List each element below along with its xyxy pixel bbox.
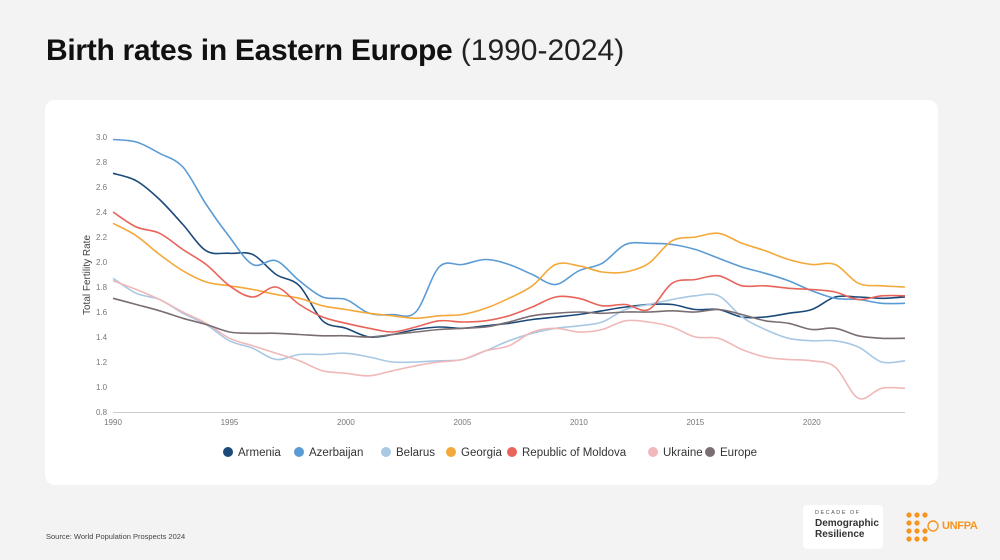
series-line-ukraine bbox=[112, 280, 906, 400]
title-main: Birth rates in Eastern Europe bbox=[46, 34, 453, 67]
line-chart: 0.8 1.0 1.2 1.4 1.6 1.8 2.0 2.2 2.4 2.6 2.8 3.0 199… bbox=[82, 133, 906, 459]
title-sub: (1990-2024) bbox=[460, 34, 625, 67]
legend-label: Belarus bbox=[396, 447, 435, 459]
y-tick-label: 2.2 bbox=[96, 233, 108, 242]
series-line-europe bbox=[112, 297, 906, 340]
series-line-armenia bbox=[112, 172, 906, 339]
unfpa-logo: UNFPA bbox=[905, 510, 978, 544]
series-line-azerbaijan bbox=[112, 138, 906, 318]
decade-of-demographic-resilience-logo: DECADE OF Demographic Resilience bbox=[803, 505, 883, 549]
x-tick-label: 1990 bbox=[104, 418, 122, 427]
page-title: Birth rates in Eastern Europe (1990-2024… bbox=[46, 34, 624, 68]
chart-card bbox=[45, 100, 938, 485]
y-tick-label: 3.0 bbox=[96, 133, 108, 142]
x-tick-label: 2010 bbox=[570, 418, 588, 427]
legend-label: Armenia bbox=[238, 447, 281, 459]
legend-label: Ukraine bbox=[663, 447, 703, 459]
legend-item-azerbaijan: Azerbaijan bbox=[294, 447, 363, 459]
legend: Armenia Azerbaijan Belarus Georgia Republic … bbox=[223, 447, 757, 459]
y-tick-label: 1.2 bbox=[96, 358, 108, 367]
y-tick-label: 2.8 bbox=[96, 158, 108, 167]
legend-item-armenia: Armenia bbox=[223, 447, 281, 459]
x-tick-label: 1995 bbox=[221, 418, 239, 427]
y-tick-label: 1.6 bbox=[96, 308, 108, 317]
x-tick-label: 2015 bbox=[686, 418, 704, 427]
x-tick-label: 2020 bbox=[803, 418, 821, 427]
legend-label: Europe bbox=[720, 447, 757, 459]
y-tick-label: 2.0 bbox=[96, 258, 108, 267]
legend-swatch bbox=[507, 447, 517, 457]
legend-swatch bbox=[294, 447, 304, 457]
unfpa-dots-icon bbox=[906, 512, 939, 542]
y-tick-label: 1.4 bbox=[96, 333, 108, 342]
legend-swatch bbox=[705, 447, 715, 457]
legend-item-europe: Europe bbox=[705, 447, 757, 459]
y-axis: 0.8 1.0 1.2 1.4 1.6 1.8 2.0 2.2 2.4 2.6 2.8 3.0 bbox=[96, 133, 108, 417]
legend-swatch bbox=[381, 447, 391, 457]
legend-item-ukraine: Ukraine bbox=[648, 447, 703, 459]
y-tick-label: 1.8 bbox=[96, 283, 108, 292]
legend-label: Georgia bbox=[461, 447, 503, 459]
y-tick-label: 2.4 bbox=[96, 208, 108, 217]
source-note: Source: World Population Prospects 2024 bbox=[46, 532, 186, 541]
legend-swatch bbox=[446, 447, 456, 457]
series-line-georgia bbox=[112, 222, 906, 320]
x-tick-label: 2000 bbox=[337, 418, 355, 427]
y-tick-label: 1.0 bbox=[96, 383, 108, 392]
series-lines bbox=[112, 138, 906, 400]
legend-item-republic-of-moldova: Republic of Moldova bbox=[507, 447, 627, 459]
y-tick-label: 0.8 bbox=[96, 408, 108, 417]
legend-swatch bbox=[648, 447, 658, 457]
series-line-republic-of-moldova bbox=[112, 211, 906, 333]
x-tick-label: 2005 bbox=[454, 418, 472, 427]
legend-label: Azerbaijan bbox=[309, 447, 363, 459]
y-axis-label: Total Fertility Rate bbox=[82, 235, 93, 315]
legend-item-belarus: Belarus bbox=[381, 447, 435, 459]
y-tick-label: 2.6 bbox=[96, 183, 108, 192]
legend-swatch bbox=[223, 447, 233, 457]
legend-item-georgia: Georgia bbox=[446, 447, 503, 459]
legend-label: Republic of Moldova bbox=[522, 447, 627, 459]
x-axis: 1990 1995 2000 2005 2010 2015 2020 bbox=[104, 412, 905, 427]
series-line-belarus bbox=[112, 277, 906, 364]
